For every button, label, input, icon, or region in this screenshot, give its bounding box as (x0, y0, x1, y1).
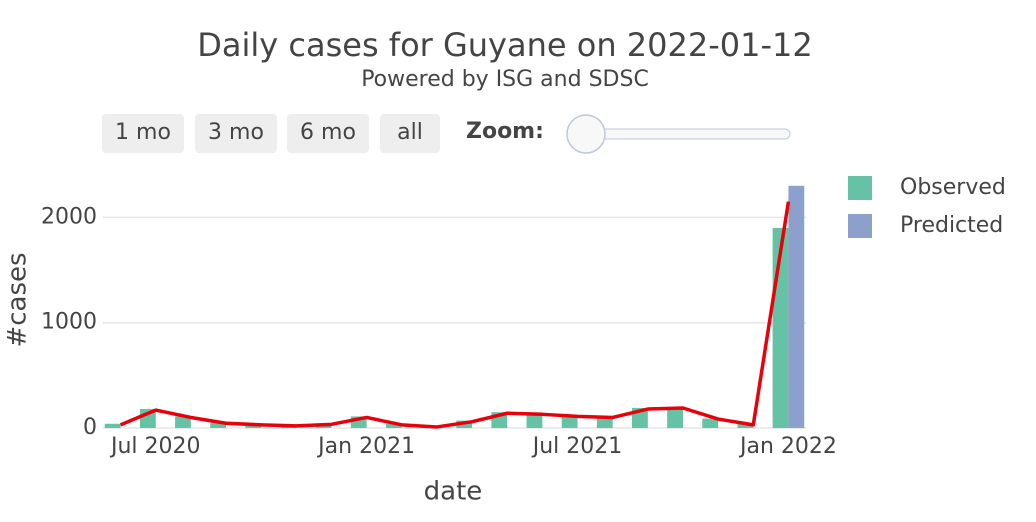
x-tick-label: Jul 2021 (531, 434, 623, 459)
zoom-label: Zoom: (466, 119, 544, 144)
bar (526, 413, 543, 428)
range-button[interactable] (102, 114, 184, 153)
bar (561, 415, 578, 428)
legend-label: Observed (900, 175, 1006, 200)
legend-label: Predicted (900, 213, 1003, 238)
range-button-label[interactable]: 3 mo (208, 120, 264, 145)
bar (210, 422, 227, 428)
y-tick-label: 0 (83, 415, 97, 440)
range-button-label[interactable]: all (397, 120, 423, 145)
bar (175, 416, 191, 428)
zoom-handle[interactable] (566, 114, 606, 154)
bar (667, 406, 683, 428)
range-button-label[interactable]: 1 mo (115, 120, 171, 145)
bar (737, 423, 754, 428)
range-button-label[interactable]: 6 mo (300, 120, 356, 145)
legend-swatch (848, 214, 872, 238)
legend-swatch (848, 176, 872, 200)
bar (104, 423, 121, 428)
bar (788, 185, 805, 428)
x-tick-label: Jan 2022 (738, 434, 837, 459)
range-button[interactable] (380, 114, 440, 153)
bar (702, 418, 719, 428)
x-tick-label: Jul 2020 (109, 434, 201, 459)
chart-subtitle: Powered by ISG and SDSC (361, 67, 649, 92)
x-tick-label: Jan 2021 (316, 434, 415, 459)
smoothed-line (119, 201, 791, 429)
y-axis-label: #cases (3, 252, 33, 347)
bar (350, 416, 367, 428)
y-tick-label: 1000 (41, 310, 97, 335)
y-tick-label: 2000 (41, 204, 97, 229)
x-axis-label: date (424, 477, 483, 507)
range-button[interactable] (195, 114, 277, 153)
bar (385, 423, 402, 428)
range-button[interactable] (287, 114, 369, 153)
bar (596, 416, 613, 428)
chart-title: Daily cases for Guyane on 2022-01-12 (197, 26, 812, 64)
zoom-track[interactable] (585, 128, 791, 140)
